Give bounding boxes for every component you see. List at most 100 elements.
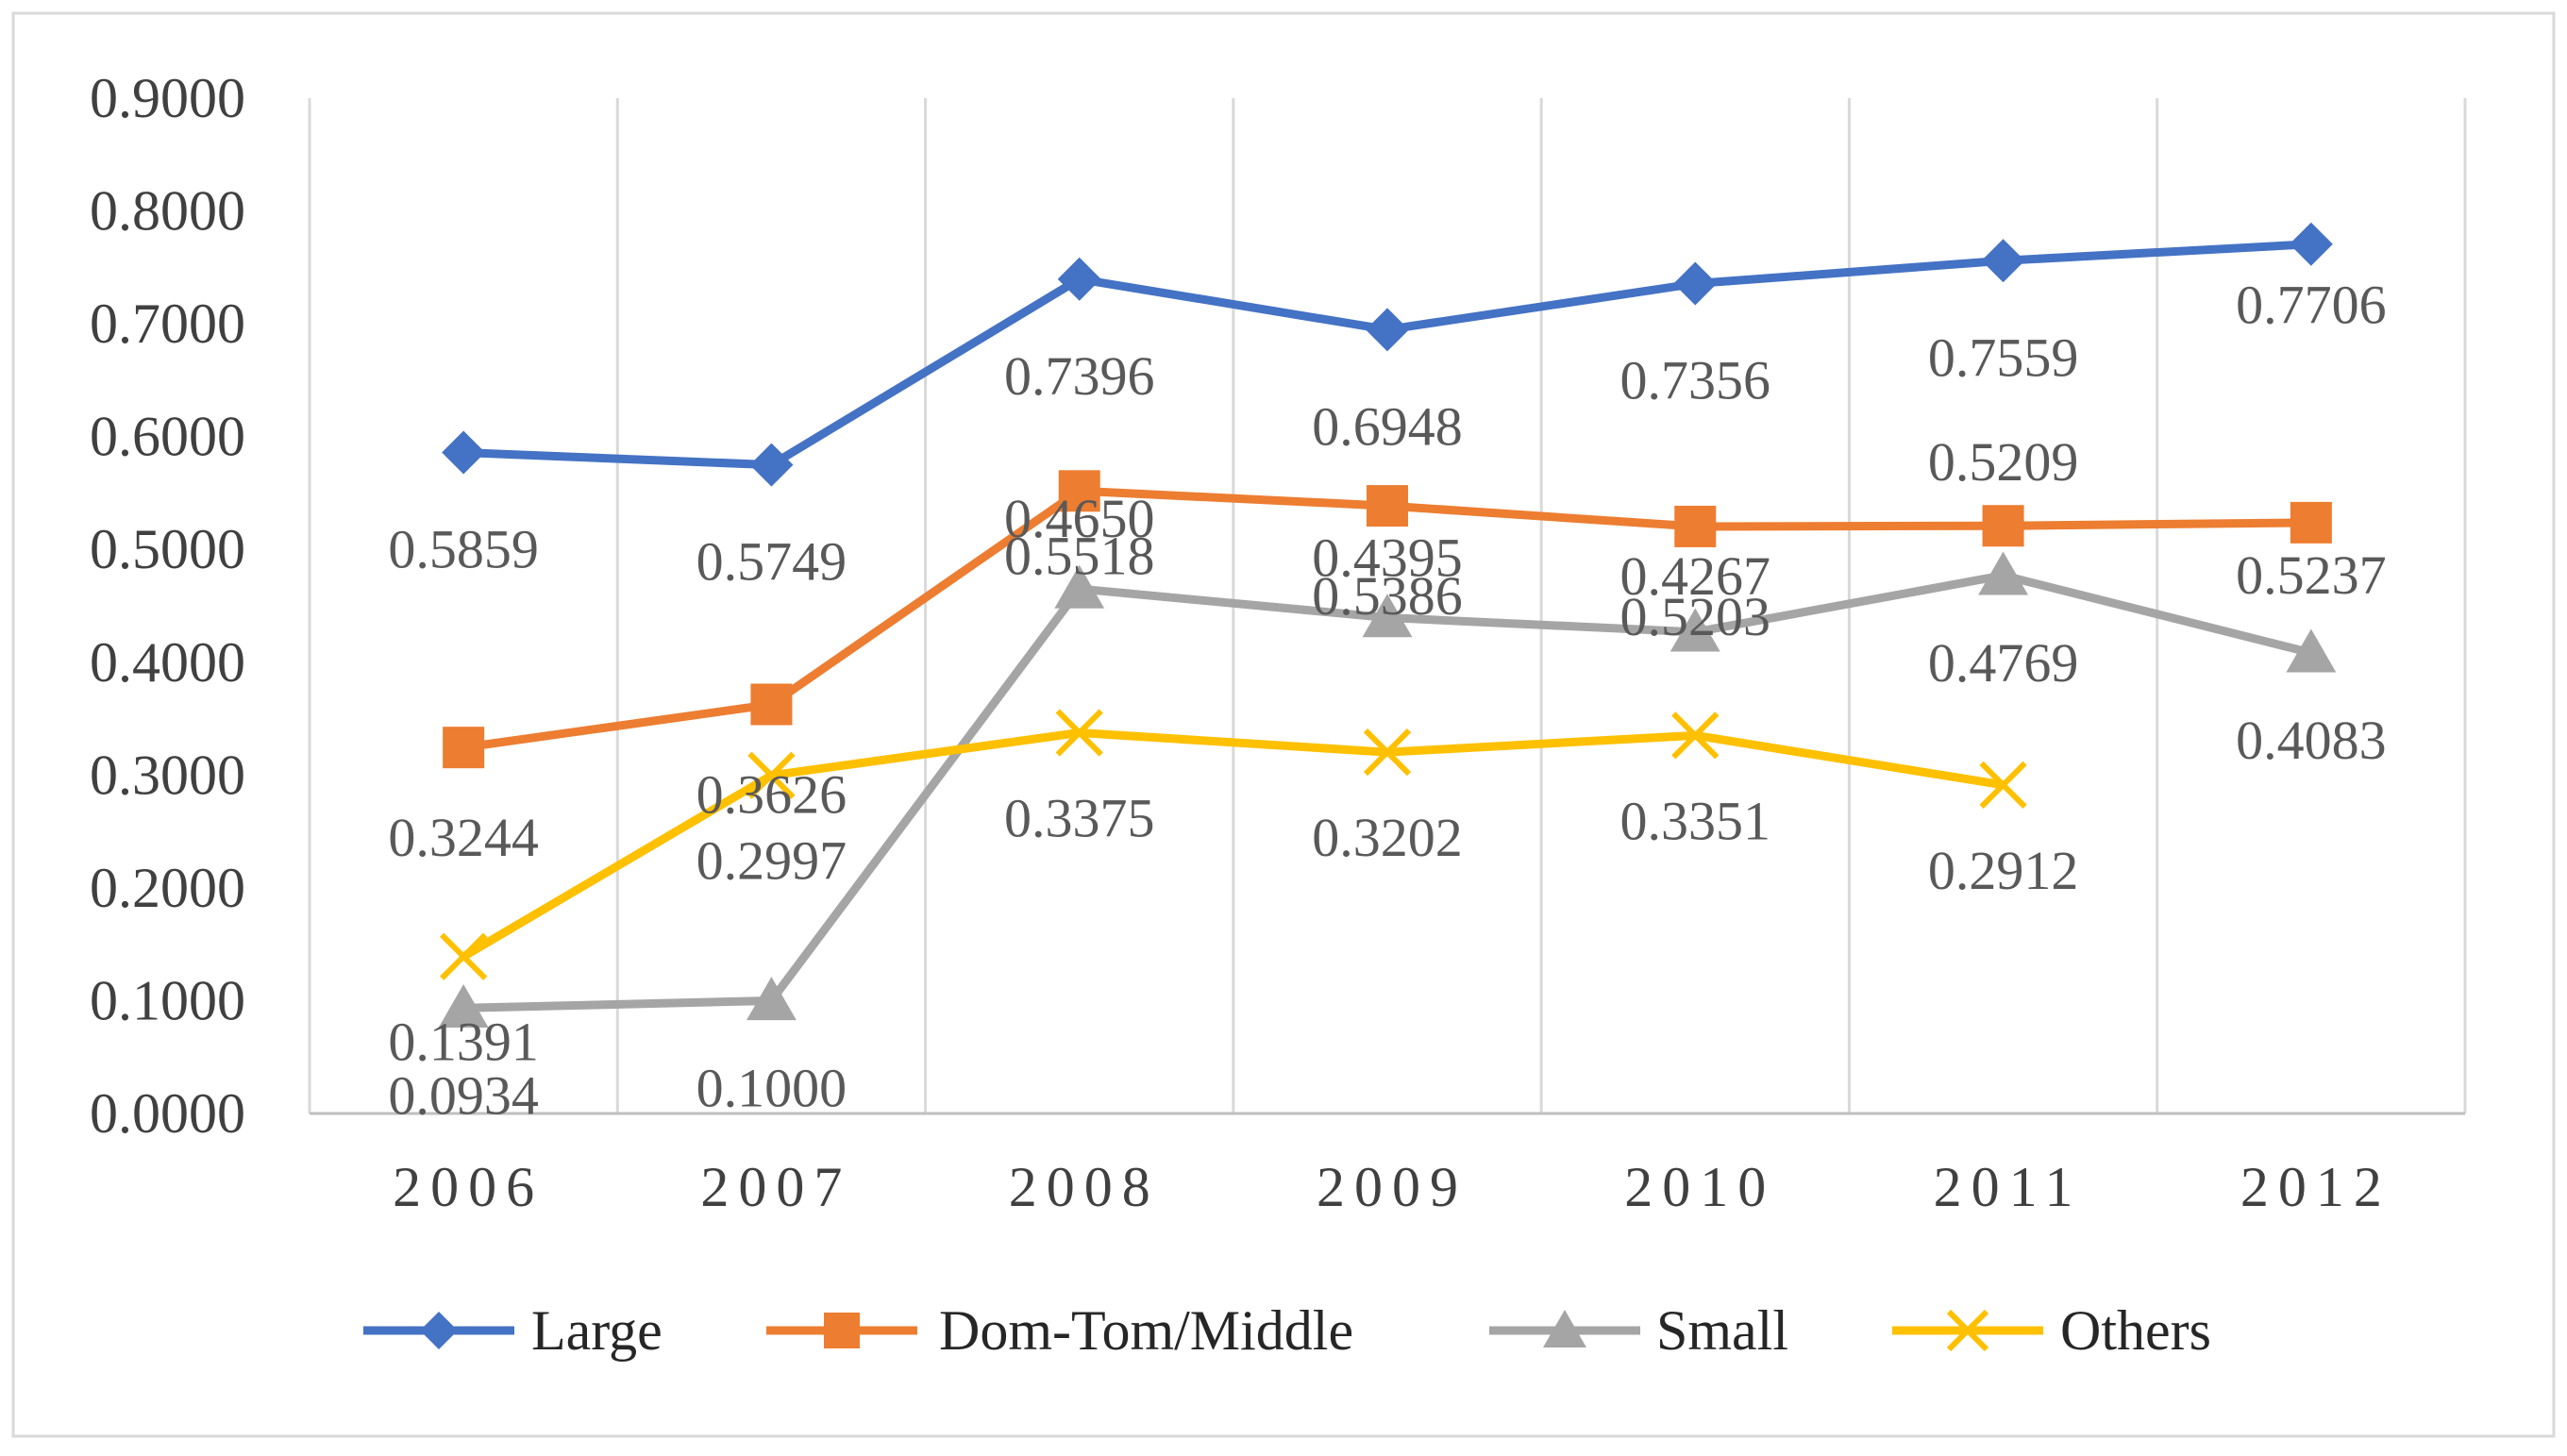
- series-small: [438, 551, 2337, 1029]
- data-labels: 0.5859 0.5749 0.7396 0.6948 0.7356 0.7559 0.77…: [388, 275, 2386, 1127]
- data-label-large: 0.7396: [1004, 345, 1155, 407]
- data-point-marker: [2290, 501, 2332, 544]
- legend-label: Small: [1656, 1299, 1788, 1362]
- data-label-large: 0.7356: [1620, 350, 1771, 411]
- data-label-others: 0.2912: [1928, 840, 2079, 901]
- x-marker-stroke: [1055, 709, 1103, 757]
- legend-label: Others: [2060, 1299, 2211, 1362]
- data-point-marker: [442, 430, 486, 475]
- legend-label: Dom-Tom/Middle: [939, 1299, 1353, 1362]
- data-label-dom-tom-middle: 0.5237: [2236, 544, 2387, 606]
- data-point-marker: [824, 1313, 860, 1348]
- data-point-marker: [1367, 485, 1408, 527]
- data-point-marker: [747, 751, 796, 799]
- data-label-dom-tom-middle: 0.5386: [1312, 565, 1463, 627]
- y-tick-label: 0.9000: [90, 67, 245, 129]
- x-tick-label: 2010: [1624, 1156, 1775, 1218]
- legend-item-small: Small: [1489, 1299, 1788, 1362]
- data-point-marker: [443, 727, 485, 769]
- y-tick-label: 0.7000: [90, 293, 245, 355]
- chart-border: [11, 11, 2556, 1438]
- data-label-dom-tom-middle: 0.3244: [388, 807, 539, 868]
- data-point-marker: [1674, 505, 1717, 547]
- data-label-dom-tom-middle: 0.3626: [696, 763, 847, 825]
- data-label-large: 0.5749: [696, 531, 847, 593]
- data-point-marker: [1669, 608, 1720, 652]
- data-point-marker: [420, 1312, 458, 1349]
- data-label-others: 0.3351: [1620, 790, 1771, 851]
- data-label-small: 0.4769: [1928, 632, 2079, 694]
- data-point-marker: [1054, 564, 1105, 609]
- x-marker-stroke: [747, 751, 796, 799]
- legend-item-dom-tom-middle: Dom-Tom/Middle: [766, 1299, 1353, 1362]
- data-point-marker: [746, 977, 797, 1021]
- x-marker-stroke: [1979, 761, 2027, 809]
- data-point-marker: [1946, 1309, 1989, 1352]
- data-point-marker: [1055, 709, 1103, 757]
- data-point-marker: [440, 932, 488, 980]
- x-marker-stroke: [1671, 711, 1720, 760]
- data-point-marker: [2286, 628, 2337, 673]
- data-point-marker: [1982, 505, 2024, 547]
- series-lines: [438, 222, 2337, 1029]
- y-tick-label: 0.6000: [90, 406, 245, 468]
- axes: 0.0000 0.1000 0.2000 0.3000 0.4000 0.5000 0.60…: [90, 67, 2465, 1218]
- data-label-dom-tom-middle: 0.5209: [1928, 431, 2079, 493]
- data-point-marker: [1366, 308, 1409, 352]
- data-point-marker: [1979, 761, 2027, 809]
- data-label-dom-tom-middle: 0.5203: [1620, 586, 1771, 647]
- y-tick-label: 0.8000: [90, 180, 245, 243]
- data-label-small: 0.4083: [2236, 710, 2387, 771]
- data-label-others: 0.3202: [1312, 807, 1463, 868]
- data-label-small: 0.0934: [388, 1064, 539, 1126]
- x-marker-stroke: [1363, 728, 1412, 777]
- data-label-large: 0.7706: [2236, 275, 2387, 336]
- x-tick-label: 2006: [393, 1156, 544, 1218]
- series-line-others: [459, 728, 2008, 962]
- series-others: [440, 709, 2027, 980]
- data-label-others: 0.2997: [696, 830, 847, 892]
- legend: Large Dom-Tom/Middle Small Others: [363, 1299, 2211, 1362]
- data-label-others: 0.3375: [1004, 788, 1155, 849]
- data-point-marker: [1363, 728, 1412, 777]
- data-label-large: 0.6948: [1312, 395, 1463, 457]
- data-point-marker: [1981, 239, 2025, 283]
- data-point-marker: [1057, 257, 1101, 301]
- data-point-marker: [1058, 470, 1100, 512]
- data-point-marker: [1362, 594, 1413, 638]
- data-label-dom-tom-middle: 0.5518: [1004, 525, 1155, 586]
- data-label-small: 0.4395: [1312, 527, 1463, 589]
- data-point-marker: [1543, 1310, 1586, 1347]
- legend-label: Large: [531, 1299, 663, 1362]
- x-tick-label: 2008: [1009, 1156, 1160, 1218]
- x-marker-stroke: [440, 932, 488, 980]
- legend-item-others: Others: [1892, 1299, 2211, 1362]
- data-label-small: 0.4267: [1620, 545, 1771, 607]
- data-label-large: 0.7559: [1928, 326, 2079, 388]
- x-tick-label: 2012: [2240, 1156, 2391, 1218]
- y-tick-label: 0.0000: [90, 1082, 245, 1145]
- x-tick-label: 2011: [1934, 1156, 2083, 1218]
- x-tick-label: 2009: [1317, 1156, 1468, 1218]
- data-point-marker: [1673, 261, 1718, 306]
- data-label-small: 0.1000: [696, 1057, 847, 1118]
- series-large: [442, 222, 2333, 487]
- data-label-others: 0.1391: [388, 1012, 539, 1073]
- data-point-marker: [438, 984, 489, 1029]
- y-tick-label: 0.3000: [90, 744, 245, 806]
- data-label-small: 0.4650: [1004, 488, 1155, 549]
- data-point-marker: [1671, 711, 1720, 760]
- data-point-marker: [1978, 551, 2029, 595]
- y-tick-label: 0.2000: [90, 857, 245, 919]
- legend-item-large: Large: [363, 1299, 663, 1362]
- data-point-marker: [750, 683, 793, 726]
- data-label-large: 0.5859: [388, 519, 539, 580]
- y-tick-label: 0.5000: [90, 518, 245, 580]
- y-tick-label: 0.4000: [90, 631, 245, 694]
- y-tick-label: 0.1000: [90, 969, 245, 1031]
- data-point-marker: [749, 443, 794, 487]
- series-dom-tom-middle: [443, 470, 2332, 769]
- data-point-marker: [2289, 222, 2333, 266]
